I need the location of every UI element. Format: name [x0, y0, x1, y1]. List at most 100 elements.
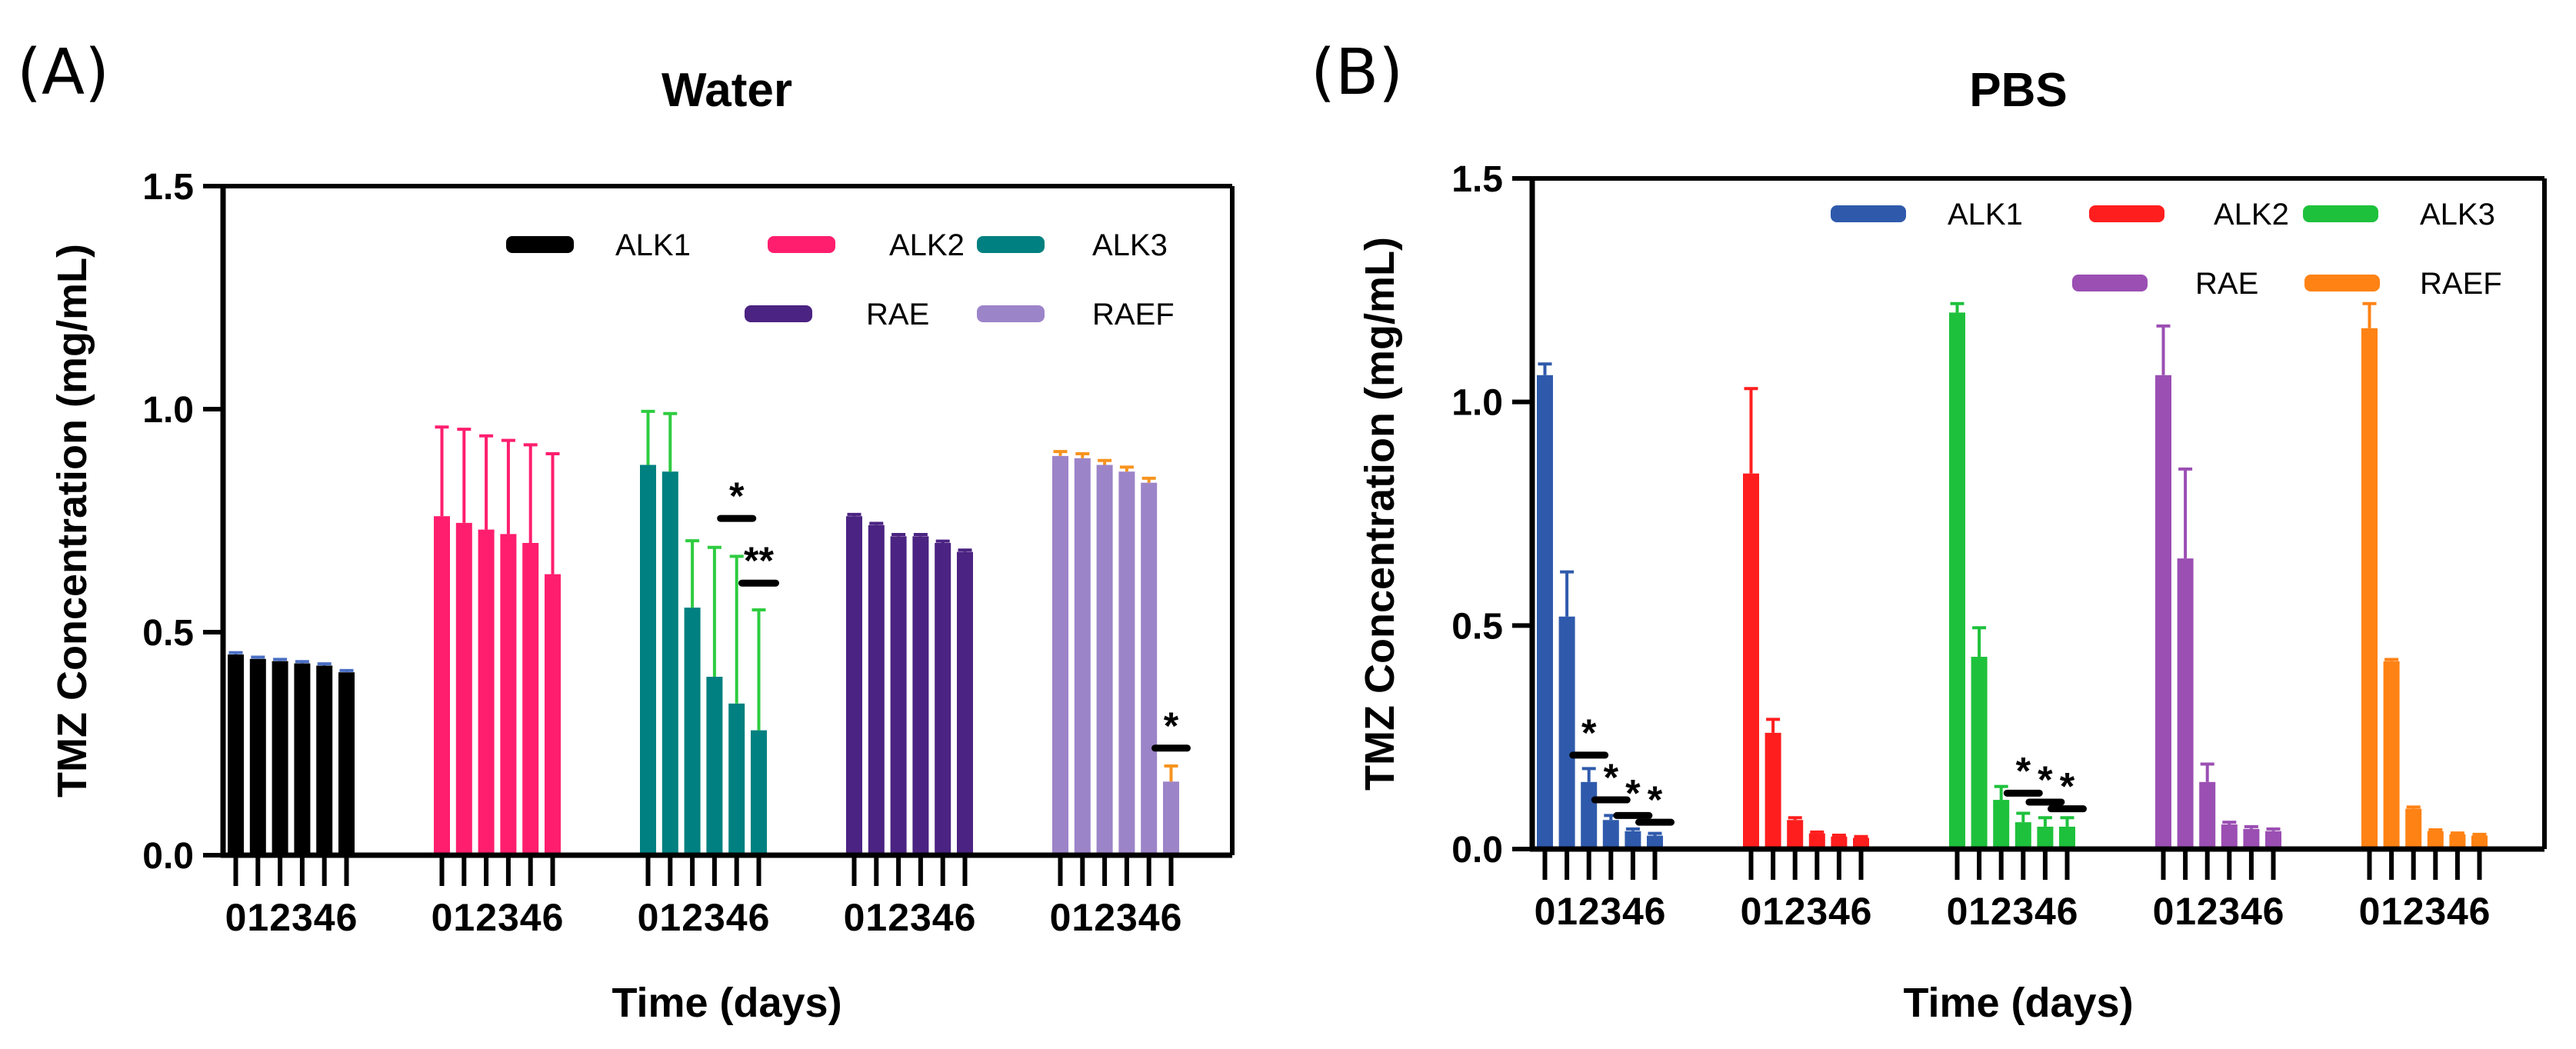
x-tick-label: 6 [955, 896, 976, 939]
x-tick-label: 2 [1578, 890, 1600, 933]
x-tick-label: 1 [865, 896, 887, 939]
significance-marker: * [1604, 756, 1619, 799]
bar-alk3-day-6 [2059, 826, 2075, 849]
legend-label-rae: RAE [866, 298, 929, 331]
x-tick-label: 0 [1050, 896, 1071, 939]
legend-label-alk3: ALK3 [1092, 228, 1168, 262]
legend-swatch-rae [2072, 275, 2148, 291]
legend-swatch-alk3 [2303, 205, 2378, 222]
x-tick-label: 1 [2174, 890, 2196, 933]
x-tick-label: 1 [659, 896, 681, 939]
legend-swatch-alk2 [2089, 205, 2164, 222]
x-tick-label: 2 [1991, 890, 2012, 933]
x-tick-label: 6 [1645, 890, 1666, 933]
legend-label-raef: RAEF [1092, 298, 1175, 331]
bar-raef-day-1 [1074, 458, 1091, 855]
y-tick-label: 1.5 [1451, 159, 1503, 200]
legend-label-alk3: ALK3 [2420, 198, 2495, 231]
y-tick-label: 1.5 [142, 167, 194, 208]
significance-marker: * [2016, 749, 2031, 792]
x-tick-label: 2 [1094, 896, 1115, 939]
y-tick-label: 1.0 [1451, 383, 1503, 424]
bar-alk2-day-4 [522, 543, 539, 855]
panel-label: (B) [1311, 36, 1403, 109]
legend-swatch-alk1 [1831, 205, 1906, 222]
bar-alk2-day-2 [478, 529, 495, 855]
x-axis-title: Time (days) [612, 980, 841, 1026]
x-tick-label: 1 [1556, 890, 1578, 933]
legend-label-alk2: ALK2 [889, 228, 965, 262]
bar-alk3-day-0 [1949, 312, 1965, 849]
x-tick-label: 3 [1116, 896, 1138, 939]
significance-marker: * [2038, 758, 2053, 801]
x-tick-label: 0 [2359, 890, 2381, 933]
x-tick-label: 0 [844, 896, 865, 939]
legend-label-rae: RAE [2195, 267, 2258, 301]
x-tick-label: 0 [225, 896, 247, 939]
legend-swatch-alk1 [506, 236, 574, 253]
bar-alk1-day-3 [1602, 820, 1619, 849]
bar-rae-day-1 [2177, 558, 2194, 849]
x-tick-label: 1 [247, 896, 268, 939]
bar-raef-day-3 [1118, 471, 1135, 855]
significance-marker: * [2060, 765, 2075, 808]
x-tick-label: 6 [336, 896, 358, 939]
chart-title: PBS [1969, 64, 2067, 117]
x-tick-label: 2 [888, 896, 909, 939]
significance-annotations: ** * ** * * [1569, 711, 2087, 826]
y-axis-title: TMZ Concentration (mg/mL) [1357, 237, 1403, 791]
x-tick-label: 3 [2218, 890, 2240, 933]
x-tick-label: 4 [1138, 896, 1160, 939]
bar-rae-day-4 [2243, 828, 2260, 849]
bar-alk1-day-2 [1581, 781, 1598, 849]
bar-raef-day-6 [1163, 781, 1179, 855]
legend: ALK1 ALK2 ALK3 RAE RAEF [1831, 198, 2502, 301]
x-tick-label: 4 [726, 896, 748, 939]
y-tick-label: 0.0 [142, 836, 194, 877]
y-tick-label: 1.0 [142, 390, 194, 431]
bar-alk3-day-1 [661, 471, 678, 855]
bar-rae-day-6 [957, 551, 973, 855]
bar-alk2-day-1 [1765, 732, 1781, 849]
x-tick-label: 1 [2381, 890, 2402, 933]
legend-label-alk1: ALK1 [1948, 198, 2023, 231]
x-tick-label: 4 [932, 896, 954, 939]
legend-swatch-raef [977, 305, 1045, 322]
x-tick-label: 0 [638, 896, 659, 939]
bar-alk2-day-6 [1853, 838, 1869, 849]
bar-rae-day-3 [2221, 824, 2238, 849]
x-tick-label: 2 [1785, 890, 1806, 933]
bar-alk2-day-2 [1787, 820, 1804, 849]
chart-title: Water [661, 64, 792, 117]
x-tick-label: 3 [292, 896, 313, 939]
x-tick-label: 3 [2012, 890, 2034, 933]
x-tick-label: 6 [2469, 890, 2491, 933]
chart-panel-a: (A) Water TMZ Concentration (mg/mL) Time (d… [17, 36, 1235, 1026]
legend-swatch-raef [2304, 275, 2380, 291]
x-tick-label: 6 [2057, 890, 2078, 933]
x-tick-label: 4 [2034, 890, 2056, 933]
legend-swatch-rae [745, 305, 812, 322]
significance-marker: * [1648, 778, 1663, 821]
bar-alk1-day-1 [249, 658, 266, 855]
bar-raef-day-3 [2427, 831, 2444, 849]
panel-label: (A) [17, 36, 109, 109]
bar-alk3-day-4 [728, 703, 745, 855]
bar-alk3-day-1 [1971, 657, 1988, 849]
bar-alk3-day-6 [751, 730, 767, 855]
y-tick-label: 0.5 [1451, 606, 1503, 647]
bar-alk2-day-4 [1831, 836, 1848, 849]
bar-alk3-day-4 [2037, 826, 2054, 849]
bar-alk1-day-6 [1647, 835, 1663, 849]
y-tick-label: 0.5 [142, 613, 194, 654]
x-tick-label: 0 [1741, 890, 1762, 933]
x-tick-label: 6 [542, 896, 564, 939]
significance-marker: * [1625, 771, 1641, 814]
bar-alk1-day-1 [1558, 616, 1575, 849]
x-tick-label: 6 [1161, 896, 1182, 939]
bar-alk2-day-1 [455, 522, 472, 855]
